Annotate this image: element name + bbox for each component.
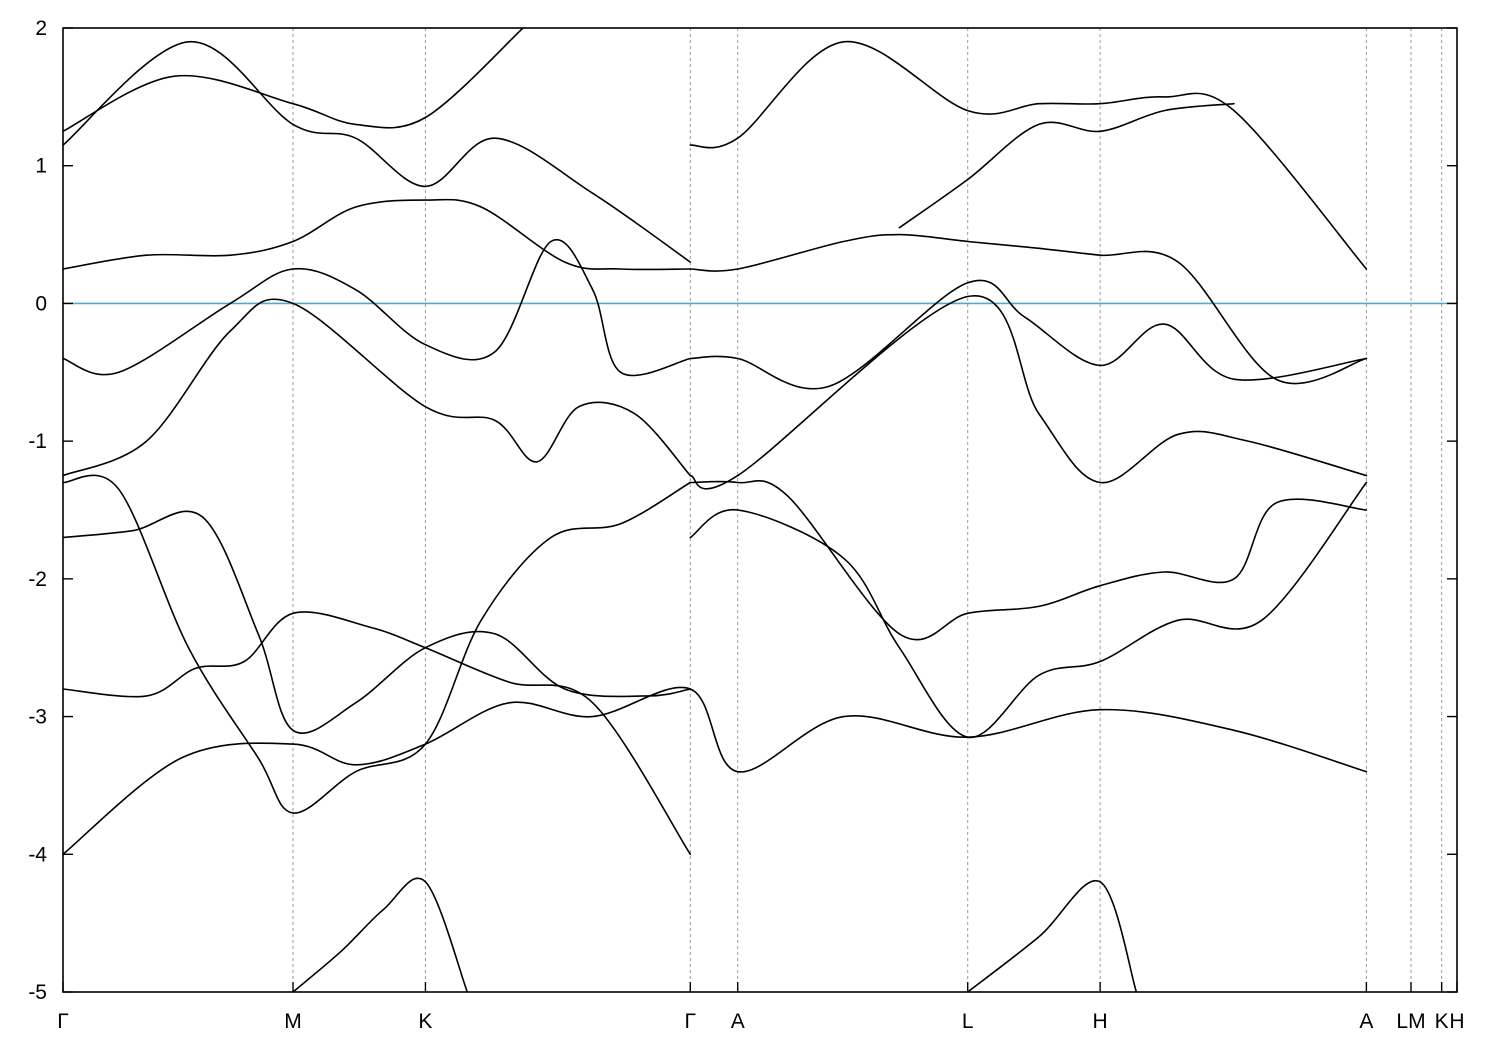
x-tick-label: Γ — [685, 1010, 697, 1033]
x-tick-label: H — [1093, 1010, 1108, 1033]
y-tick-label: -1 — [28, 430, 47, 453]
x-tick-label: M — [284, 1010, 302, 1033]
band-line — [689, 40, 1368, 270]
band-line — [966, 879, 1138, 992]
band-line — [689, 295, 1368, 490]
band-line — [689, 480, 1368, 641]
band-line — [689, 233, 1368, 385]
x-axis: Γ M K Γ A L H A LM K H — [57, 982, 1465, 1033]
y-tick-label: 1 — [35, 155, 47, 178]
y-tick-label: 0 — [35, 292, 47, 315]
y-tick-label: -4 — [28, 843, 47, 866]
x-tick-label: L — [962, 1010, 974, 1033]
band-line — [63, 686, 1368, 856]
x-tick-label: A — [731, 1010, 745, 1033]
x-tick-label: H — [1449, 1010, 1464, 1033]
band-line — [63, 510, 692, 734]
x-tick-label: K — [1435, 1010, 1449, 1033]
band-line — [292, 877, 469, 992]
band-line — [63, 238, 692, 377]
band-line — [63, 611, 692, 856]
band-line — [689, 481, 1368, 739]
band-line — [63, 474, 692, 814]
band-line — [63, 28, 524, 133]
y-axis: 2 1 0 -1 -2 -3 -4 -5 — [28, 17, 1457, 1004]
y-tick-label: -3 — [28, 706, 47, 729]
band-line — [63, 198, 692, 271]
k-point-gridlines — [292, 28, 1443, 992]
x-tick-label: A — [1359, 1010, 1373, 1033]
band-line — [898, 102, 1235, 229]
band-lines — [63, 28, 1368, 992]
band-line — [63, 40, 692, 263]
x-tick-label: K — [418, 1010, 432, 1033]
y-tick-label: 2 — [35, 17, 47, 40]
plot-frame — [62, 27, 1458, 993]
x-tick-label: LM — [1396, 1010, 1425, 1033]
band-line — [63, 298, 692, 477]
x-tick-label: Γ — [57, 1010, 69, 1033]
y-tick-label: -5 — [28, 981, 47, 1004]
band-line — [689, 279, 1368, 390]
y-tick-label: -2 — [28, 568, 47, 591]
